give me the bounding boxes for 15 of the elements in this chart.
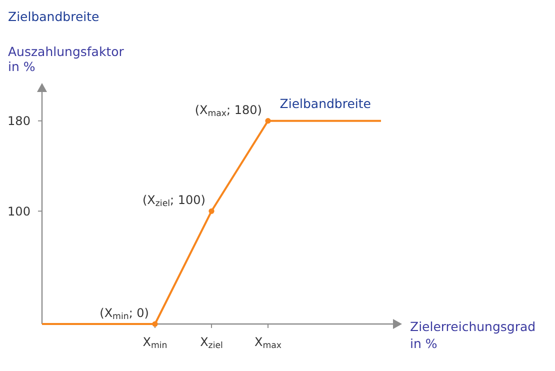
- y-tick-label: 180: [8, 114, 30, 128]
- x-tick-label: X$_{max}$: [254, 335, 282, 352]
- point: [208, 208, 214, 214]
- y-tick-label: 100: [8, 204, 30, 218]
- x-axis-title: Zielerreichungsgrad in %: [410, 319, 536, 351]
- point: [152, 321, 158, 327]
- x-tick-label: X$_{ziel}$: [200, 335, 223, 352]
- chart-title: Zielbandbreite: [8, 9, 100, 24]
- point: [265, 118, 271, 124]
- series-label: Zielbandbreite: [280, 96, 372, 111]
- annotation: (X$_{ziel}$; 100): [142, 193, 206, 210]
- annotation: (X$_{min}$; 0): [100, 306, 149, 322]
- annotation: (X$_{max}$; 180): [194, 102, 262, 120]
- x-tick-label: X$_{min}$: [142, 335, 168, 352]
- y-axis-title: Auszahlungsfaktor in %: [8, 44, 125, 74]
